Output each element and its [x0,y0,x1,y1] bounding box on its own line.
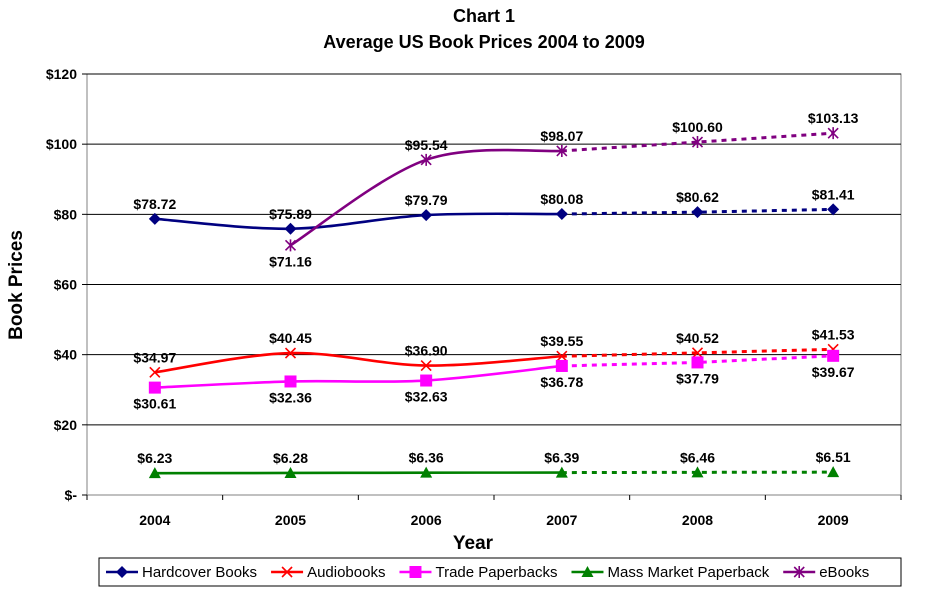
data-point-marker [556,350,568,362]
y-tick-label: $60 [54,277,78,293]
data-label: $103.13 [808,110,859,126]
y-axis-ticks: $- $20 $40 $60 $80 $100 $120 [46,66,87,503]
data-label: $71.16 [269,253,312,269]
data-point-marker [827,349,840,362]
legend-marker [409,566,422,578]
data-label: $100.60 [672,119,723,135]
y-tick-label: $20 [54,417,78,433]
data-label: $75.89 [269,206,312,222]
data-point-marker [555,466,568,478]
legend [98,557,902,587]
data-label: $6.39 [544,450,579,466]
data-point-marker [827,203,840,216]
data-label: $6.23 [137,450,172,466]
x-axis-ticks: 2004 2005 2006 2007 2008 2009 [86,495,902,528]
series-line-actual [154,471,562,475]
chart-subtitle: Average US Book Prices 2004 to 2009 [323,32,645,52]
data-labels: $78.72 $75.89 $79.79 $80.08 $80.62 $81.41 $34.… [133,110,858,466]
data-point-marker [284,375,297,388]
x-tick-label: 2008 [682,512,713,528]
series-markers [148,127,840,479]
y-tick-label: $80 [54,206,78,222]
data-label: $41.53 [812,326,855,342]
series-line-actual [154,364,562,389]
x-axis-label: Year [453,533,494,554]
data-label: $37.79 [676,370,719,386]
data-point-marker [556,144,568,157]
data-point-marker [555,359,568,372]
data-point-marker [420,359,432,372]
data-label: $36.78 [540,374,583,390]
data-point-marker [691,347,704,359]
legend-label: Hardcover Books [142,564,257,581]
data-label: $78.72 [133,196,176,212]
data-label: $39.67 [812,364,855,380]
data-point-marker [148,212,161,225]
legend-marker [581,566,594,577]
legend-label: Mass Market Paperback [607,564,769,581]
legend-label: eBooks [819,564,869,581]
chart-title: Chart 1 [453,6,515,26]
data-point-marker [691,206,704,219]
y-tick-label: $120 [46,66,77,82]
data-label: $80.08 [540,191,583,207]
legend-marker [281,566,293,578]
data-point-marker [148,381,161,394]
data-label: $32.63 [405,389,448,405]
x-tick-label: 2009 [818,512,849,528]
data-label: $30.61 [133,396,176,412]
y-axis-label: Book Prices [6,230,27,340]
data-label: $32.36 [269,389,312,405]
data-label: $81.41 [812,186,855,202]
series-line-actual [154,351,562,374]
data-label: $6.36 [409,450,444,466]
data-point-marker [148,467,161,479]
data-label: $40.52 [676,330,719,346]
data-label: $80.62 [676,189,719,205]
data-point-marker [827,466,840,478]
data-point-marker [284,222,297,235]
data-label: $6.28 [273,450,308,466]
y-tick-label: $100 [46,136,77,152]
data-point-marker [420,374,433,387]
legend-marker [116,566,128,578]
data-point-marker [691,356,704,369]
y-tick-label: $40 [54,347,78,363]
x-tick-label: 2007 [546,512,577,528]
data-point-marker [284,347,297,359]
data-label: $98.07 [540,128,583,144]
data-label: $79.79 [405,192,448,208]
data-point-marker [420,209,433,222]
x-tick-label: 2006 [411,512,442,528]
data-point-marker [284,466,297,478]
legend-marker [793,566,805,578]
y-tick-label: $- [65,487,78,503]
series-line-actual [154,212,562,231]
data-point-marker [284,239,297,252]
data-point-marker [149,366,161,378]
data-point-marker [691,136,704,149]
legend-entries: Hardcover Books Audiobooks Trade Paperback… [106,564,869,581]
legend-label: Trade Paperbacks [435,564,557,581]
data-label: $39.55 [540,333,583,349]
data-label: $6.51 [816,449,851,465]
data-point-marker [555,208,568,221]
data-label: $34.97 [133,349,176,365]
data-label: $40.45 [269,330,312,346]
x-tick-label: 2005 [275,512,306,528]
gridlines [87,73,901,426]
data-point-marker [420,466,433,478]
data-point-marker [420,153,432,166]
x-tick-label: 2004 [139,512,170,528]
data-point-marker [691,466,704,478]
data-point-marker [827,127,839,140]
legend-label: Audiobooks [307,564,385,581]
data-label: $36.90 [405,343,448,359]
data-label: $95.54 [405,137,448,153]
data-label: $6.46 [680,449,715,465]
